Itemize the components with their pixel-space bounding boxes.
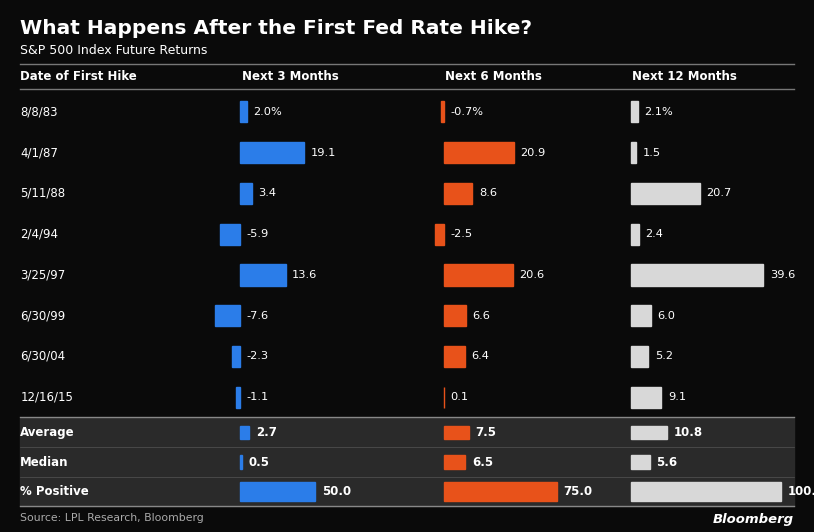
Bar (20, 477, 794, 506)
Text: -0.7%: -0.7% (450, 107, 484, 117)
Text: -2.3: -2.3 (247, 352, 269, 361)
Text: Next 3 Months: Next 3 Months (242, 70, 339, 83)
Text: 20.7: 20.7 (707, 188, 732, 198)
Bar (631, 305, 651, 326)
Bar (240, 142, 304, 163)
Text: 100.0: 100.0 (788, 485, 814, 498)
Text: 8.6: 8.6 (479, 188, 497, 198)
Bar (441, 101, 444, 122)
Bar (444, 183, 472, 204)
Text: 50.0: 50.0 (322, 485, 351, 498)
Text: Next 12 Months: Next 12 Months (632, 70, 737, 83)
Text: 2.0%: 2.0% (253, 107, 282, 117)
Text: 5/11/88: 5/11/88 (20, 187, 65, 200)
Text: 5.2: 5.2 (654, 352, 672, 361)
Text: 12/16/15: 12/16/15 (20, 390, 73, 404)
Bar (631, 387, 661, 408)
Bar (444, 455, 466, 469)
Text: 13.6: 13.6 (292, 270, 317, 280)
Text: What Happens After the First Fed Rate Hike?: What Happens After the First Fed Rate Hi… (20, 19, 532, 38)
Text: 20.6: 20.6 (519, 270, 545, 280)
Text: 6.6: 6.6 (472, 311, 490, 321)
Text: Next 6 Months: Next 6 Months (445, 70, 542, 83)
Text: -7.6: -7.6 (247, 311, 269, 321)
Bar (631, 455, 650, 469)
Text: S&P 500 Index Future Returns: S&P 500 Index Future Returns (20, 44, 208, 56)
Bar (221, 223, 240, 245)
Bar (233, 346, 240, 367)
Bar (240, 483, 315, 501)
Text: 6/30/99: 6/30/99 (20, 309, 66, 322)
Text: 20.9: 20.9 (520, 148, 545, 157)
Text: 2.7: 2.7 (256, 426, 277, 439)
Text: 3.4: 3.4 (258, 188, 276, 198)
Text: 6.5: 6.5 (472, 455, 493, 469)
Text: Average: Average (20, 426, 75, 439)
Bar (236, 387, 240, 408)
Bar (240, 101, 247, 122)
Text: 19.1: 19.1 (311, 148, 336, 157)
Bar (631, 264, 764, 286)
Text: 6.0: 6.0 (658, 311, 676, 321)
Text: 3/25/97: 3/25/97 (20, 269, 66, 281)
Bar (444, 305, 466, 326)
Bar (444, 483, 557, 501)
Text: 10.8: 10.8 (673, 426, 702, 439)
Bar (240, 183, 252, 204)
Text: 5.6: 5.6 (656, 455, 677, 469)
Text: 75.0: 75.0 (563, 485, 593, 498)
Text: -1.1: -1.1 (247, 392, 269, 402)
Bar (631, 183, 700, 204)
Text: 2.1%: 2.1% (645, 107, 673, 117)
Text: 0.5: 0.5 (248, 455, 269, 469)
Bar (20, 447, 794, 477)
Text: 2.4: 2.4 (646, 229, 663, 239)
Bar (240, 426, 249, 439)
Text: Median: Median (20, 455, 69, 469)
Bar (631, 142, 636, 163)
Bar (631, 346, 648, 367)
Text: 6/30/04: 6/30/04 (20, 350, 65, 363)
Text: -2.5: -2.5 (450, 229, 472, 239)
Text: 6.4: 6.4 (471, 352, 489, 361)
Text: Source: LPL Research, Bloomberg: Source: LPL Research, Bloomberg (20, 513, 204, 523)
Bar (631, 223, 639, 245)
Bar (435, 223, 444, 245)
Text: 0.1: 0.1 (450, 392, 469, 402)
Bar (444, 426, 469, 439)
Text: 39.6: 39.6 (770, 270, 795, 280)
Bar (240, 264, 286, 286)
Text: -5.9: -5.9 (247, 229, 269, 239)
Bar (444, 346, 465, 367)
Text: Bloomberg: Bloomberg (712, 513, 794, 526)
Text: 1.5: 1.5 (642, 148, 660, 157)
Bar (631, 101, 638, 122)
Bar (215, 305, 240, 326)
Bar (444, 264, 513, 286)
Text: % Positive: % Positive (20, 485, 89, 498)
Text: 8/8/83: 8/8/83 (20, 105, 58, 119)
Text: 9.1: 9.1 (667, 392, 686, 402)
Bar (20, 418, 794, 447)
Bar (631, 483, 781, 501)
Bar (631, 426, 667, 439)
Bar (240, 455, 242, 469)
Bar (444, 142, 514, 163)
Text: 7.5: 7.5 (475, 426, 497, 439)
Text: 2/4/94: 2/4/94 (20, 228, 59, 240)
Text: 4/1/87: 4/1/87 (20, 146, 59, 159)
Text: Date of First Hike: Date of First Hike (20, 70, 137, 83)
